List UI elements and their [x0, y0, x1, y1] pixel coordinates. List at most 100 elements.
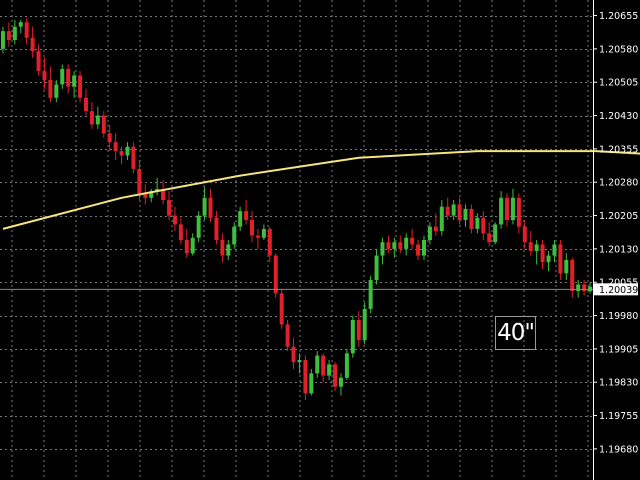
candle-body — [374, 255, 379, 280]
candle-bullish — [374, 248, 379, 285]
candle-body — [172, 215, 177, 225]
candle-body — [481, 217, 486, 234]
candle-bullish — [534, 240, 539, 265]
candle-bearish — [161, 180, 166, 205]
candle-body — [463, 208, 468, 220]
candle-bullish — [95, 106, 100, 129]
candle-bullish — [493, 222, 498, 245]
candle-body — [131, 146, 136, 169]
candle-body — [24, 22, 29, 38]
current-price-label: 1.20039 — [599, 285, 638, 296]
candle-bearish — [267, 226, 272, 263]
price-tick-label: 1.20205 — [599, 211, 638, 222]
candle-bullish — [421, 235, 426, 260]
candle-bullish — [72, 71, 77, 98]
candle-body — [107, 133, 112, 143]
candle-body — [42, 71, 47, 80]
candle-body — [487, 233, 492, 243]
candle-body — [516, 197, 521, 227]
candle-bullish — [368, 275, 373, 314]
candle-body — [380, 242, 385, 256]
candle-bullish — [463, 204, 468, 227]
candle-bearish — [356, 311, 361, 347]
candle-body — [368, 280, 373, 309]
candle-bullish — [12, 20, 17, 45]
candle-body — [18, 22, 23, 27]
candle-bearish — [167, 191, 172, 220]
price-tick-label: 1.19905 — [599, 344, 638, 355]
candle-body — [570, 260, 575, 292]
candle-bullish — [344, 348, 349, 380]
candle-bullish — [404, 233, 409, 256]
chart-grid — [0, 0, 593, 480]
candle-body — [404, 237, 409, 249]
candle-bullish — [564, 253, 569, 280]
candle-body — [510, 197, 515, 220]
candle-body — [433, 226, 438, 232]
candle-body — [421, 240, 426, 256]
candle-body — [125, 146, 130, 156]
candle-body — [149, 191, 154, 198]
candle-body — [167, 200, 172, 216]
price-tick-label: 1.20055 — [599, 278, 638, 289]
candle-bearish — [214, 211, 219, 245]
candle-bearish — [398, 235, 403, 254]
candle-bearish — [487, 222, 492, 247]
candle-body — [451, 204, 456, 216]
candle-body — [564, 260, 569, 274]
candle-body — [48, 80, 53, 98]
candle-bullish — [451, 200, 456, 220]
candle-bearish — [24, 17, 29, 45]
candle-body — [356, 320, 361, 340]
candle-bearish — [184, 228, 189, 258]
candle-bearish — [66, 64, 71, 94]
candle-bullish — [297, 353, 302, 374]
candle-body — [410, 237, 415, 245]
candle-body — [267, 228, 272, 256]
candle-bullish — [439, 200, 444, 236]
candle-bearish — [558, 240, 563, 280]
candle-body — [333, 364, 338, 387]
candle-body — [344, 353, 349, 378]
candle-bearish — [457, 197, 462, 225]
candle-body — [83, 97, 88, 112]
candle-body — [285, 324, 290, 347]
candle-bearish — [250, 211, 255, 243]
candle-body — [113, 142, 118, 152]
candle-body — [321, 355, 326, 376]
candle-body — [6, 31, 11, 40]
candle-bullish — [232, 222, 237, 249]
moving-average-line — [2, 150, 640, 230]
candle-bullish — [309, 368, 314, 396]
candle-body — [558, 244, 563, 274]
candle-body — [101, 115, 106, 134]
candle-bearish — [208, 188, 213, 223]
price-tick-label: 1.20355 — [599, 144, 638, 155]
moving-average — [2, 150, 640, 230]
price-tick-label: 1.20580 — [599, 44, 638, 55]
candle-body — [220, 240, 225, 256]
candle-bullish — [546, 251, 551, 272]
price-tick-label: 1.19680 — [599, 444, 638, 455]
candle-body — [54, 84, 59, 98]
candle-bearish — [42, 57, 47, 89]
candle-bearish — [469, 204, 474, 234]
candle-body — [534, 244, 539, 252]
price-tick-label: 1.20280 — [599, 178, 638, 189]
candle-body — [232, 226, 237, 245]
price-axis[interactable]: 1.20655 1.20580 1.20505 1.20430 1.20355 1.202… — [593, 0, 638, 480]
candle-body — [303, 360, 308, 394]
candle-body — [60, 68, 65, 85]
candle-bearish — [220, 233, 225, 263]
candle-body — [540, 244, 545, 263]
candle-bearish — [178, 217, 183, 245]
candle-bullish — [155, 177, 160, 196]
candle-body — [297, 360, 302, 363]
candle-bearish — [131, 142, 136, 174]
candle-bearish — [410, 228, 415, 249]
candle-bearish — [172, 206, 177, 232]
candle-bearish — [119, 146, 124, 165]
candle-bearish — [107, 124, 112, 152]
